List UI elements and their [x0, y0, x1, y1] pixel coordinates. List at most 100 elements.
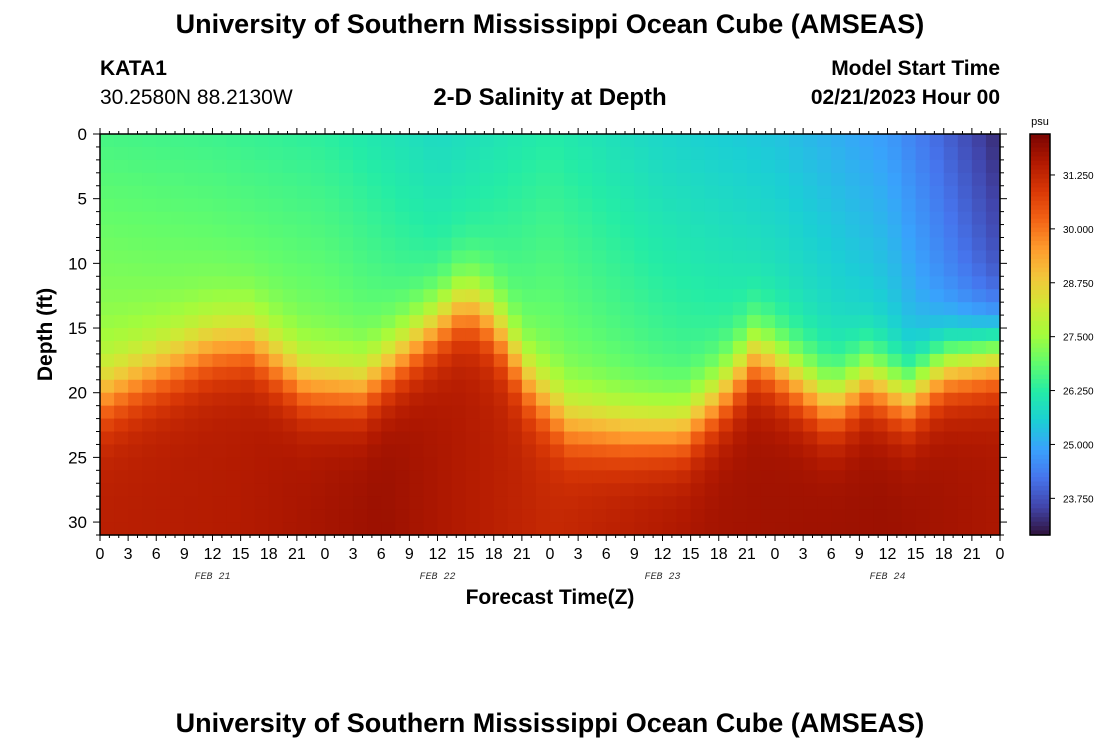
heatmap-cell [184, 392, 200, 407]
heatmap-cell [339, 353, 354, 368]
heatmap-cell [128, 172, 143, 187]
heatmap-cell [915, 172, 931, 187]
heatmap-cell [128, 405, 143, 420]
heatmap-cell [929, 470, 945, 484]
heatmap-cell [550, 172, 565, 187]
heatmap-cell [507, 276, 523, 290]
heatmap-cell [915, 522, 931, 536]
colorbar-segment [1030, 174, 1050, 180]
heatmap-cell [170, 172, 185, 187]
heatmap-cell [662, 159, 678, 174]
heatmap-cell [943, 431, 959, 446]
heatmap-cell [887, 211, 903, 226]
heatmap-cell [718, 379, 734, 394]
heatmap-cell [971, 276, 987, 290]
heatmap-cell [198, 146, 214, 161]
heatmap-cell [142, 211, 157, 226]
heatmap-cell [704, 431, 720, 446]
heatmap-cell [634, 198, 650, 213]
heatmap-cell [156, 250, 171, 264]
heatmap-cell [437, 185, 453, 200]
heatmap-cell [100, 366, 115, 381]
heatmap-cell [296, 405, 312, 420]
heatmap-cell [887, 431, 903, 446]
heatmap-cell [859, 198, 875, 213]
heatmap-cell [578, 353, 593, 368]
heatmap-cell [184, 405, 200, 420]
heatmap-cell [409, 289, 425, 303]
heatmap-cell [578, 289, 593, 303]
heatmap-cell [803, 483, 818, 497]
heatmap-cell [648, 224, 664, 239]
heatmap-cell [648, 250, 664, 264]
heatmap-cell [156, 134, 171, 148]
heatmap-cell [845, 328, 860, 342]
colorbar-segment [1030, 191, 1050, 197]
colorbar-segment [1030, 356, 1050, 362]
colorbar-segment [1030, 209, 1050, 215]
heatmap-cell [831, 496, 846, 510]
colorbar-segment [1030, 459, 1050, 465]
colorbar-segment [1030, 285, 1050, 291]
heatmap-cell [859, 315, 875, 329]
colorbar-segment [1030, 289, 1050, 295]
heatmap-cell [803, 250, 818, 264]
heatmap-cell [648, 379, 664, 394]
heatmap-cell [296, 276, 312, 290]
heatmap-cell [606, 237, 621, 252]
heatmap-cell [409, 392, 425, 407]
colorbar-segment [1030, 281, 1050, 287]
heatmap-cell [325, 302, 340, 316]
heatmap-cell [915, 392, 931, 407]
heatmap-cell [226, 172, 242, 187]
heatmap-cell [479, 172, 495, 187]
heatmap-cell [114, 379, 129, 394]
heatmap-cell [339, 328, 354, 342]
heatmap-cell [353, 444, 368, 458]
heatmap-cell [268, 302, 284, 316]
heatmap-cell [282, 509, 298, 523]
heatmap-cell [789, 185, 804, 200]
heatmap-cell [409, 418, 425, 433]
heatmap-cell [479, 340, 495, 355]
heatmap-cell [493, 405, 509, 420]
heatmap-cell [325, 276, 340, 290]
heatmap-cell [240, 405, 256, 420]
heatmap-cell [662, 146, 678, 161]
heatmap-cell [887, 366, 903, 381]
heatmap-cell [479, 405, 495, 420]
heatmap-cell [423, 444, 439, 458]
heatmap-cell [479, 470, 495, 484]
heatmap-cell [704, 328, 720, 342]
heatmap-cell [789, 444, 804, 458]
heatmap-cell [479, 263, 495, 277]
heatmap-cell [606, 159, 621, 174]
heatmap-cell [971, 250, 987, 264]
heatmap-cell [929, 366, 945, 381]
date-label: FEB 21 [194, 572, 230, 583]
heatmap-cell [226, 263, 242, 277]
heatmap-cell [128, 224, 143, 239]
heatmap-cell [212, 134, 228, 148]
heatmap-cell [212, 444, 228, 458]
heatmap-cell [789, 315, 804, 329]
heatmap-cell [325, 457, 340, 471]
heatmap-cell [521, 509, 537, 523]
heatmap-cell [142, 289, 157, 303]
heatmap-cell [718, 146, 734, 161]
heatmap-cells [100, 134, 1001, 536]
heatmap-cell [620, 289, 635, 303]
heatmap-cell [592, 198, 607, 213]
heatmap-cell [310, 444, 326, 458]
heatmap-cell [578, 198, 593, 213]
heatmap-cell [831, 418, 846, 433]
heatmap-cell [170, 134, 185, 148]
heatmap-cell [760, 224, 776, 239]
heatmap-cell [212, 496, 228, 510]
heatmap-cell [451, 328, 467, 342]
heatmap-cell [620, 302, 635, 316]
heatmap-cell [423, 146, 439, 161]
heatmap-cell [887, 289, 903, 303]
heatmap-cell [578, 185, 593, 200]
heatmap-cell [339, 340, 354, 355]
